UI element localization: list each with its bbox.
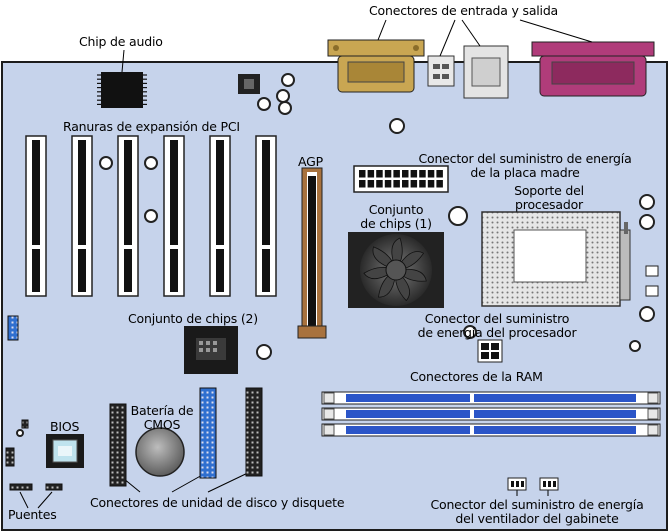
pci-slot <box>255 135 277 297</box>
power-pin <box>384 180 392 188</box>
jumpers-label: Puentes <box>8 507 57 522</box>
chipset-1-fan <box>348 232 444 308</box>
ram-slots-group <box>321 391 661 437</box>
ram-slot <box>321 391 661 405</box>
usb-port <box>427 55 455 87</box>
cpu-power-label: Conector del suministro de energía del p… <box>402 312 592 340</box>
power-pin <box>359 180 366 188</box>
cpu-power-label-line2: de energía del procesador <box>417 325 577 340</box>
agp-slot <box>297 167 327 339</box>
cmos-battery <box>135 427 185 477</box>
pci-slot <box>25 135 47 297</box>
chipset-1-label-line2: de chips (1) <box>360 216 432 231</box>
power-pin <box>367 180 375 188</box>
agp-label: AGP <box>298 154 323 169</box>
chipset-2-chip <box>184 326 238 374</box>
pci-slots-label: Ranuras de expansión de PCI <box>63 119 240 134</box>
bios-label: BIOS <box>50 419 80 434</box>
case-fan-power-label: Conector del suministro de energía del v… <box>408 498 666 526</box>
power-pin <box>427 170 435 178</box>
io-connectors-label: Conectores de entrada y salida <box>369 3 559 18</box>
serial-port <box>531 41 655 97</box>
case-fan-connectors <box>507 477 559 491</box>
power-pin <box>384 170 392 178</box>
power-pin <box>410 180 418 188</box>
audio-chip-label: Chip de audio <box>79 34 163 49</box>
cpu-socket-label: Soporte del procesador <box>497 184 601 212</box>
floppy-connector <box>199 387 217 479</box>
power-pin <box>376 180 383 188</box>
cpu-socket-label-line2: procesador <box>515 197 583 212</box>
case-fan-power-label-line1: Conector del suministro de energía <box>430 497 644 512</box>
cmos-battery-label-line1: Batería de <box>130 403 194 418</box>
power-pin <box>419 180 426 188</box>
audio-chip <box>97 72 147 108</box>
cpu-power-label-line1: Conector del suministro <box>424 311 570 326</box>
ram-slot <box>321 423 661 437</box>
ide-connector-1 <box>109 403 127 487</box>
power-pin <box>436 180 443 188</box>
ide-connector-2 <box>245 387 263 477</box>
power-pin <box>393 170 400 178</box>
power-pin <box>410 170 418 178</box>
capacitors-group <box>16 73 655 437</box>
pci-slots-group <box>25 135 277 297</box>
chipset-1-label: Conjunto de chips (1) <box>349 203 443 231</box>
power-pin <box>436 170 443 178</box>
cpu-socket-label-line1: Soporte del <box>514 183 584 198</box>
power-pin <box>402 170 409 178</box>
cpu-power-connector <box>477 339 503 363</box>
power-pin <box>376 170 383 178</box>
pci-slot <box>163 135 185 297</box>
small-chip <box>238 74 260 94</box>
cmos-battery-label: Batería de CMOS <box>124 404 200 432</box>
pointer-lines <box>19 19 593 509</box>
mainboard-power-label-line2: de la placa madre <box>470 165 580 180</box>
cpu-socket <box>481 211 631 307</box>
drive-connectors-group <box>109 387 263 487</box>
power-pin <box>402 180 409 188</box>
case-fan-power-label-line2: del ventilador del gabinete <box>455 511 619 526</box>
power-pin <box>393 180 400 188</box>
parallel-port <box>327 39 425 93</box>
io-ports-group <box>327 39 655 99</box>
ram-label: Conectores de la RAM <box>410 369 543 384</box>
pci-slot <box>117 135 139 297</box>
drive-connectors-label: Conectores de unidad de disco y disquete <box>90 495 345 510</box>
power-pin <box>419 170 426 178</box>
bios-chip <box>46 434 84 468</box>
chipset-2-label: Conjunto de chips (2) <box>128 311 258 326</box>
mainboard-power-connector <box>353 165 449 193</box>
mainboard-power-label: Conector del suministro de energía de la… <box>394 152 656 180</box>
side-header <box>7 315 19 341</box>
pci-slot <box>71 135 93 297</box>
small-fan-headers <box>645 265 659 297</box>
network-port <box>463 45 509 99</box>
ram-slot <box>321 407 661 421</box>
chipset-1-label-line1: Conjunto <box>368 202 424 217</box>
cmos-battery-label-line2: CMOS <box>143 417 181 432</box>
mainboard-power-label-line1: Conector del suministro de energía <box>418 151 632 166</box>
pci-slot <box>209 135 231 297</box>
power-pin <box>367 170 375 178</box>
power-pin <box>427 180 435 188</box>
power-pin <box>359 170 366 178</box>
jumpers-group <box>5 419 63 491</box>
